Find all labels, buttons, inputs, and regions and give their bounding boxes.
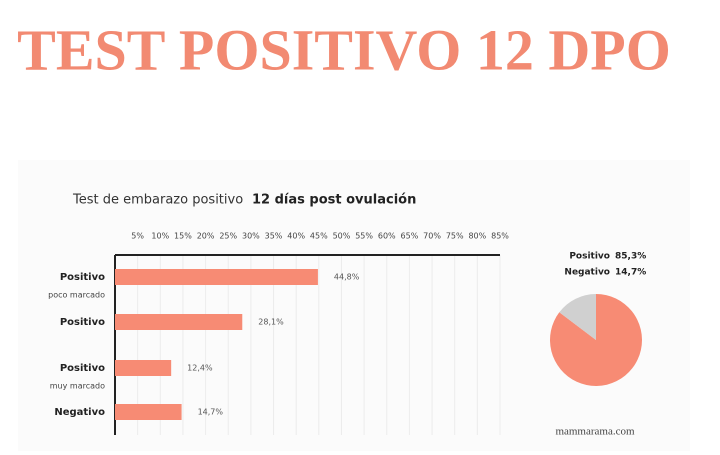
x-tick-label: 75%	[446, 232, 464, 241]
value-label: 12,4%	[187, 364, 213, 373]
bar	[115, 360, 172, 376]
x-tick-label: 25%	[219, 232, 237, 241]
category-label: Positivo	[60, 317, 105, 328]
x-tick-label: 70%	[423, 232, 441, 241]
x-tick-label: 10%	[151, 232, 169, 241]
x-tick-label: 55%	[355, 232, 373, 241]
x-tick-label: 30%	[242, 232, 260, 241]
value-label: 28,1%	[258, 318, 284, 327]
pie-slice	[559, 294, 596, 340]
x-tick-label: 65%	[401, 232, 419, 241]
legend-label: Positivo	[569, 252, 610, 262]
legend-value: 14,7%	[615, 268, 646, 278]
x-tick-label: 35%	[265, 232, 283, 241]
value-label: 44,8%	[334, 273, 360, 282]
category-note: poco marcado	[48, 291, 105, 300]
bar	[115, 269, 318, 285]
x-tick-label: 45%	[310, 232, 328, 241]
category-label: Positivo	[60, 272, 105, 283]
banner-title: TEST POSITIVO 12 DPO	[17, 17, 671, 82]
bar	[115, 404, 182, 420]
x-tick-label: 5%	[131, 232, 144, 241]
x-tick-label: 85%	[491, 232, 509, 241]
x-tick-label: 50%	[333, 232, 351, 241]
bar	[115, 314, 243, 330]
legend-label: Negativo	[564, 268, 610, 278]
value-label: 14,7%	[198, 408, 224, 417]
x-tick-label: 60%	[378, 232, 396, 241]
chart-subtitle: 12 días post ovulación	[252, 193, 416, 208]
x-tick-label: 15%	[174, 232, 192, 241]
legend-value: 85,3%	[615, 252, 646, 262]
category-label: Positivo	[60, 363, 105, 374]
category-note: muy marcado	[50, 382, 105, 391]
category-label: Negativo	[54, 407, 105, 418]
x-tick-label: 20%	[197, 232, 215, 241]
x-tick-label: 80%	[468, 232, 486, 241]
x-tick-label: 40%	[287, 232, 305, 241]
chart-title: Test de embarazo positivo	[72, 193, 243, 208]
source: mammarama.com	[555, 426, 635, 438]
